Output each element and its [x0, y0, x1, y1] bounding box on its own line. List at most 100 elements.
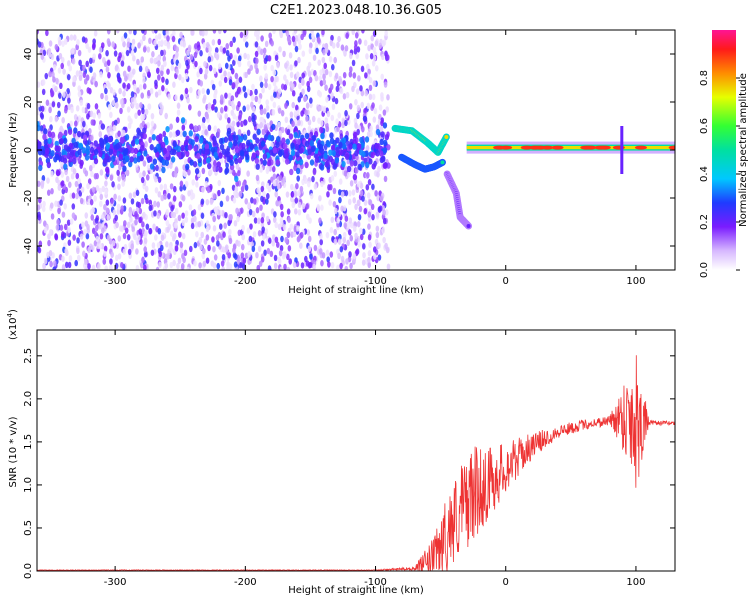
speckle-mark	[266, 192, 270, 200]
central-band-mark	[272, 147, 278, 154]
speckle-mark	[150, 249, 155, 256]
speckle-mark	[110, 251, 114, 258]
central-band-mark	[251, 152, 257, 159]
central-band-mark	[187, 144, 193, 151]
speckle-mark	[224, 92, 228, 99]
speckle-mark	[274, 221, 279, 229]
speckle-mark	[84, 212, 89, 219]
speckle-mark	[293, 208, 298, 215]
speckle-mark	[106, 38, 111, 45]
speckle-mark	[76, 247, 80, 255]
speckle-mark	[160, 69, 164, 77]
speckle-mark	[247, 251, 251, 258]
speckle-mark	[278, 174, 283, 182]
speckle-mark	[37, 214, 42, 221]
speckle-mark	[114, 214, 119, 222]
speckle-mark	[319, 80, 324, 87]
speckle-mark	[211, 39, 216, 46]
speckle-mark	[223, 105, 228, 112]
speckle-mark	[193, 215, 197, 223]
speckle-mark	[366, 192, 371, 199]
speckle-mark	[306, 80, 310, 88]
speckle-mark	[295, 104, 299, 112]
speckle-mark	[179, 185, 183, 192]
carrier-core	[466, 146, 675, 150]
speckle-mark	[187, 44, 192, 52]
speckle-mark	[86, 182, 90, 190]
central-band-mark	[62, 157, 68, 164]
speckle-mark	[341, 121, 345, 129]
central-band-mark	[288, 154, 293, 161]
speckle-mark	[37, 204, 41, 211]
speckle-mark	[51, 71, 55, 78]
speckle-mark	[37, 245, 40, 252]
speckle-mark	[127, 115, 131, 122]
speckle-mark	[239, 31, 244, 39]
spectrogram-y-label: Frequency (Hz)	[8, 112, 19, 188]
central-band-mark	[175, 129, 181, 136]
speckle-mark	[178, 74, 182, 81]
central-band-mark	[130, 140, 136, 147]
central-band-mark	[357, 163, 362, 171]
speckle-mark	[106, 214, 110, 221]
central-band-mark	[382, 162, 387, 169]
speckle-mark	[330, 175, 335, 182]
speckle-mark	[157, 89, 162, 96]
speckle-mark	[67, 97, 71, 104]
speckle-mark	[275, 241, 280, 248]
speckle-mark	[288, 52, 293, 59]
speckle-mark	[280, 126, 285, 134]
speckle-mark	[257, 245, 262, 253]
speckle-mark	[373, 107, 378, 115]
central-band-mark	[344, 153, 350, 160]
speckle-mark	[247, 115, 252, 123]
speckle-mark	[60, 171, 65, 178]
speckle-mark	[143, 246, 147, 253]
speckle-mark	[381, 40, 386, 48]
speckle-mark	[175, 116, 180, 123]
speckle-mark	[326, 256, 330, 263]
speckle-mark	[140, 56, 145, 63]
speckle-mark	[71, 47, 75, 54]
speckle-mark	[361, 126, 365, 133]
central-band-mark	[73, 127, 78, 134]
central-band-mark	[130, 147, 135, 154]
central-band-mark	[352, 173, 358, 181]
central-band-mark	[84, 154, 90, 161]
speckle-mark	[120, 205, 124, 212]
speckle-mark	[192, 209, 197, 216]
speckle-mark	[259, 75, 263, 82]
speckle-mark	[98, 223, 102, 230]
speckle-mark	[61, 264, 66, 270]
speckle-mark	[144, 185, 149, 193]
speckle-mark	[291, 35, 296, 43]
speckle-mark	[126, 106, 131, 113]
speckle-mark	[62, 68, 66, 75]
speckle-mark	[316, 205, 321, 212]
speckle-mark	[189, 86, 193, 94]
speckle-mark	[371, 93, 376, 101]
speckle-mark	[148, 136, 152, 144]
speckle-mark	[40, 105, 45, 112]
central-band-mark	[212, 139, 218, 146]
speckle-mark	[99, 200, 103, 208]
central-band-mark	[54, 140, 59, 148]
speckle-mark	[160, 194, 165, 202]
speckle-mark	[122, 70, 127, 78]
speckle-mark	[77, 90, 82, 98]
central-band-mark	[275, 159, 280, 166]
speckle-mark	[347, 198, 352, 206]
speckle-mark	[94, 217, 99, 224]
speckle-mark	[197, 44, 201, 51]
speckle-mark	[61, 255, 65, 262]
speckle-mark	[137, 201, 142, 209]
central-band-mark	[149, 144, 154, 151]
speckle-mark	[232, 113, 236, 120]
speckle-mark	[235, 180, 239, 187]
speckle-mark	[165, 30, 170, 37]
speckle-mark	[98, 46, 103, 54]
speckle-mark	[100, 92, 104, 100]
speckle-mark	[117, 130, 121, 137]
central-band-mark	[99, 141, 105, 149]
speckle-mark	[70, 173, 75, 180]
